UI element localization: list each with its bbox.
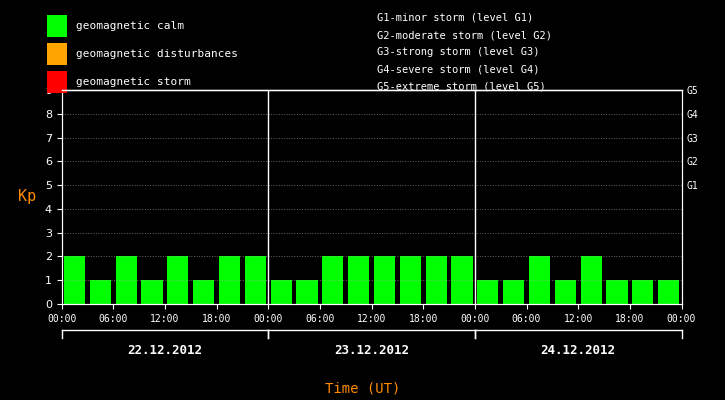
Bar <box>348 256 369 304</box>
Text: 24.12.2012: 24.12.2012 <box>541 344 616 356</box>
Bar <box>426 256 447 304</box>
Bar <box>581 256 602 304</box>
Bar <box>606 280 628 304</box>
Bar <box>193 280 215 304</box>
Bar <box>452 256 473 304</box>
Text: G1-minor storm (level G1): G1-minor storm (level G1) <box>377 13 534 23</box>
Text: G5-extreme storm (level G5): G5-extreme storm (level G5) <box>377 82 546 92</box>
Text: 23.12.2012: 23.12.2012 <box>334 344 409 356</box>
Text: Time (UT): Time (UT) <box>325 381 400 395</box>
Bar <box>555 280 576 304</box>
Bar <box>167 256 188 304</box>
Bar <box>503 280 524 304</box>
Bar <box>64 256 85 304</box>
Text: geomagnetic storm: geomagnetic storm <box>76 77 191 87</box>
Bar <box>297 280 318 304</box>
Text: G3-strong storm (level G3): G3-strong storm (level G3) <box>377 47 539 57</box>
Bar <box>115 256 137 304</box>
Text: G4-severe storm (level G4): G4-severe storm (level G4) <box>377 65 539 74</box>
Text: geomagnetic disturbances: geomagnetic disturbances <box>76 49 238 59</box>
Bar <box>399 256 421 304</box>
Bar <box>90 280 111 304</box>
Bar <box>270 280 291 304</box>
Bar <box>374 256 395 304</box>
Text: Kp: Kp <box>18 190 37 204</box>
Bar <box>658 280 679 304</box>
Bar <box>322 256 344 304</box>
Bar <box>245 256 266 304</box>
Bar <box>141 280 162 304</box>
Bar <box>632 280 653 304</box>
Bar <box>529 256 550 304</box>
Bar <box>219 256 240 304</box>
Text: 22.12.2012: 22.12.2012 <box>128 344 202 356</box>
Text: geomagnetic calm: geomagnetic calm <box>76 21 184 31</box>
Bar <box>477 280 498 304</box>
Text: G2-moderate storm (level G2): G2-moderate storm (level G2) <box>377 30 552 40</box>
